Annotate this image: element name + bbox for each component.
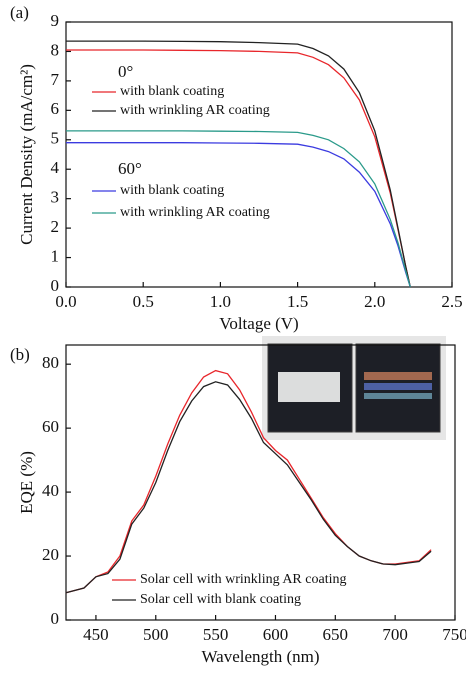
legend-label: with wrinkling AR coating bbox=[120, 103, 270, 118]
x-tick-label: 2.5 bbox=[441, 292, 462, 311]
y-tick-label: 5 bbox=[51, 129, 60, 148]
x-tick-label: 750 bbox=[442, 625, 466, 644]
x-tick-label: 700 bbox=[382, 625, 408, 644]
annotation: 60° bbox=[118, 159, 142, 178]
x-tick-label: 650 bbox=[323, 625, 349, 644]
y-tick-label: 1 bbox=[51, 246, 60, 265]
x-tick-label: 0.0 bbox=[55, 292, 76, 311]
legend-label: Solar cell with wrinkling AR coating bbox=[140, 572, 346, 587]
y-tick-label: 60 bbox=[42, 417, 59, 436]
legend-label: with wrinkling AR coating bbox=[120, 205, 270, 220]
legend-label: Solar cell with blank coating bbox=[140, 592, 301, 607]
data-line bbox=[66, 130, 411, 288]
plot-frame bbox=[65, 344, 456, 621]
data-line bbox=[66, 142, 411, 288]
annotation: 0° bbox=[118, 62, 133, 81]
inset-photo bbox=[262, 336, 446, 440]
x-tick-label: 0.5 bbox=[133, 292, 154, 311]
y-tick-label: 3 bbox=[51, 188, 60, 207]
y-tick-label: 4 bbox=[51, 158, 60, 177]
y-tick-label: 0 bbox=[51, 276, 60, 295]
x-tick-label: 1.0 bbox=[210, 292, 231, 311]
y-tick-label: 2 bbox=[51, 217, 60, 236]
data-line bbox=[65, 381, 432, 594]
legend-label: with blank coating bbox=[120, 84, 224, 99]
x-tick-label: 450 bbox=[83, 625, 109, 644]
y-axis-label: EQE (%) bbox=[17, 451, 36, 514]
y-tick-label: 9 bbox=[51, 11, 60, 30]
data-line bbox=[66, 40, 411, 288]
legend-label: with blank coating bbox=[120, 183, 224, 198]
x-tick-label: 600 bbox=[263, 625, 289, 644]
x-tick-label: 550 bbox=[203, 625, 229, 644]
plot-frame bbox=[65, 21, 453, 288]
x-tick-label: 2.0 bbox=[364, 292, 385, 311]
y-tick-label: 40 bbox=[42, 481, 59, 500]
x-tick-label: 500 bbox=[143, 625, 169, 644]
panel-label: (b) bbox=[10, 345, 30, 364]
x-axis-label: Voltage (V) bbox=[219, 314, 298, 333]
y-tick-label: 8 bbox=[51, 40, 60, 59]
x-axis-label: Wavelength (nm) bbox=[201, 647, 319, 666]
panel-label: (a) bbox=[10, 3, 29, 22]
y-tick-label: 7 bbox=[51, 70, 60, 89]
y-tick-label: 20 bbox=[42, 545, 59, 564]
y-tick-label: 6 bbox=[51, 99, 60, 118]
x-tick-label: 1.5 bbox=[287, 292, 308, 311]
y-tick-label: 0 bbox=[51, 609, 60, 628]
y-tick-label: 80 bbox=[42, 353, 59, 372]
y-axis-label: Current Density (mA/cm²) bbox=[17, 64, 36, 245]
